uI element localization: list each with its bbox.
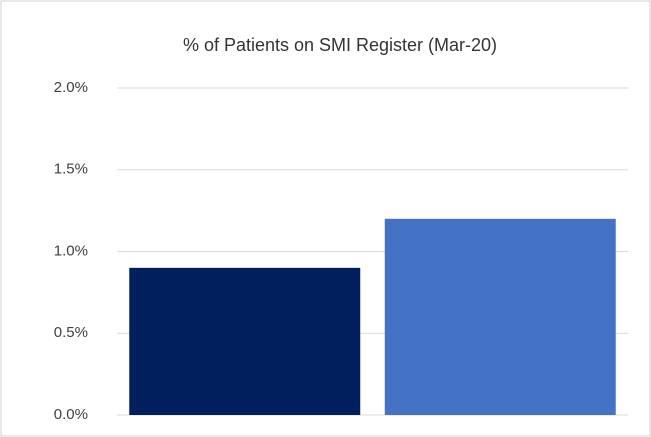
y-tick-label: 0.0%	[54, 406, 88, 423]
bar	[129, 267, 361, 415]
chart-title: % of Patients on SMI Register (Mar-20)	[183, 35, 497, 55]
bar	[384, 218, 616, 415]
y-tick-label: 1.5%	[54, 161, 88, 178]
y-tick-label: 2.0%	[54, 79, 88, 96]
y-tick-label: 1.0%	[54, 242, 88, 259]
y-tick-label: 0.5%	[54, 324, 88, 341]
